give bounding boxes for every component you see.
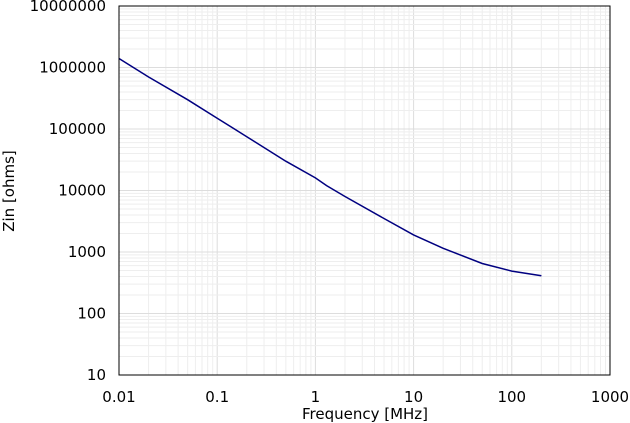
x-axis-label: Frequency [MHz] [302,405,428,423]
y-axis-label: Zin [ohms] [0,150,18,232]
y-tick-label: 100 [77,305,106,323]
x-tick-label: 1 [311,388,321,406]
plot-frame [118,5,611,376]
y-tick-label: 1000 [68,243,106,261]
y-tick-labels: 10 100 1000 10000 100000 1000000 10000000 [30,0,106,384]
y-tick-label: 10000 [58,182,106,200]
x-tick-label: 1000 [591,388,629,406]
x-tick-label: 10 [404,388,423,406]
y-tick-label: 10000000 [30,0,106,15]
y-tick-label: 10 [87,366,106,384]
x-tick-label: 100 [497,388,526,406]
series-group [118,57,542,277]
grid [118,6,610,376]
series-line [118,57,542,277]
y-tick-label: 100000 [49,120,106,138]
x-tick-label: 0.1 [205,388,229,406]
x-tick-labels: 0.01 0.1 1 10 100 1000 [102,388,629,406]
x-tick-label: 0.01 [102,388,135,406]
y-tick-label: 1000000 [39,59,106,77]
